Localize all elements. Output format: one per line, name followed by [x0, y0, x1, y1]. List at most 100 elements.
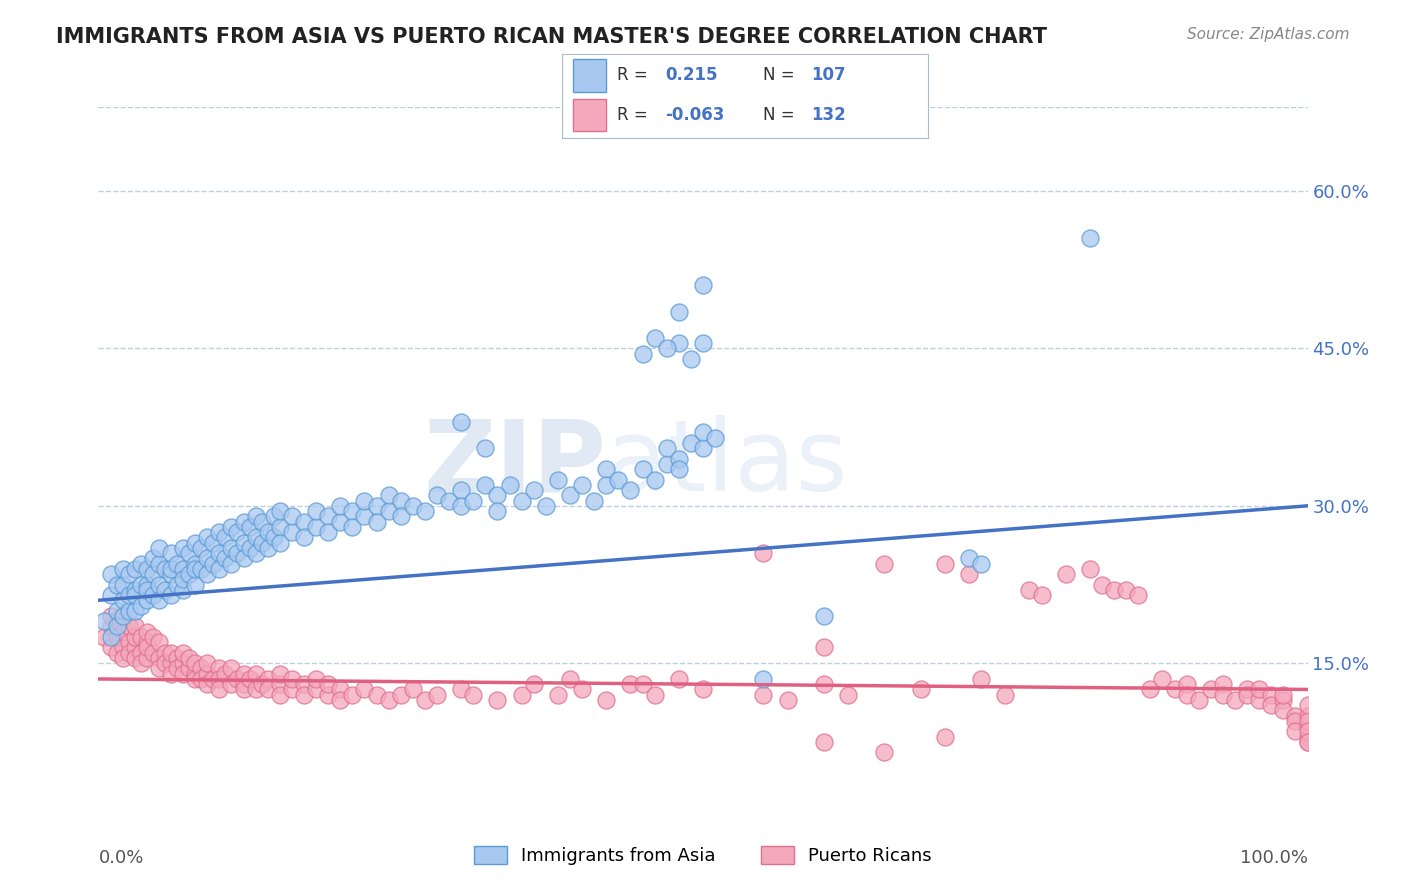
Point	[100, 630, 122, 644]
Point	[195, 666, 218, 681]
Point	[208, 562, 231, 576]
Point	[281, 672, 304, 686]
Point	[752, 672, 775, 686]
Point	[1296, 730, 1319, 744]
Point	[1296, 735, 1319, 749]
Point	[153, 646, 176, 660]
Point	[1031, 588, 1053, 602]
Point	[160, 546, 183, 560]
Point	[1223, 693, 1246, 707]
Point	[202, 672, 225, 686]
Point	[124, 640, 146, 655]
Point	[1296, 719, 1319, 733]
Point	[245, 546, 267, 560]
Point	[160, 567, 183, 582]
Text: N =: N =	[763, 106, 794, 124]
Point	[1152, 672, 1174, 686]
Point	[245, 530, 267, 544]
Point	[523, 677, 546, 691]
Point	[571, 682, 593, 697]
Point	[292, 688, 315, 702]
Point	[263, 509, 285, 524]
Point	[105, 619, 128, 633]
Text: Source: ZipAtlas.com: Source: ZipAtlas.com	[1187, 27, 1350, 42]
Point	[135, 651, 157, 665]
Point	[305, 520, 328, 534]
Point	[153, 562, 176, 576]
Point	[214, 666, 236, 681]
Point	[226, 672, 249, 686]
Point	[129, 599, 152, 613]
Point	[160, 588, 183, 602]
Point	[269, 504, 291, 518]
Point	[910, 682, 932, 697]
Point	[353, 493, 375, 508]
Point	[184, 562, 207, 576]
Point	[172, 657, 194, 671]
Point	[135, 624, 157, 639]
Point	[111, 593, 134, 607]
Point	[426, 688, 449, 702]
Point	[813, 640, 835, 655]
Point	[305, 504, 328, 518]
Point	[256, 541, 278, 555]
Point	[402, 682, 425, 697]
Point	[498, 478, 520, 492]
Point	[105, 614, 128, 628]
Point	[316, 524, 339, 539]
Point	[111, 651, 134, 665]
Point	[190, 541, 212, 555]
Point	[450, 483, 472, 497]
Point	[463, 493, 485, 508]
Point	[129, 646, 152, 660]
Point	[148, 651, 170, 665]
Point	[571, 478, 593, 492]
Point	[329, 682, 352, 697]
Point	[160, 562, 183, 576]
Point	[184, 657, 207, 671]
Point	[111, 562, 134, 576]
Point	[184, 535, 207, 549]
Point	[124, 604, 146, 618]
Point	[239, 672, 262, 686]
Point	[558, 672, 581, 686]
Point	[232, 551, 254, 566]
Point	[316, 688, 339, 702]
Point	[100, 588, 122, 602]
Point	[269, 688, 291, 702]
Point	[486, 693, 509, 707]
Text: N =: N =	[763, 66, 794, 84]
Text: 100.0%: 100.0%	[1240, 849, 1308, 867]
Text: 132: 132	[811, 106, 846, 124]
Point	[135, 562, 157, 576]
Point	[389, 688, 412, 702]
Point	[1260, 688, 1282, 702]
Point	[1139, 682, 1161, 697]
Point	[135, 640, 157, 655]
Point	[153, 582, 176, 597]
Point	[172, 541, 194, 555]
Point	[269, 666, 291, 681]
Bar	[574, 60, 606, 92]
Point	[142, 588, 165, 602]
Point	[256, 672, 278, 686]
Point	[1272, 703, 1295, 717]
Point	[124, 630, 146, 644]
Point	[342, 688, 364, 702]
Point	[644, 688, 666, 702]
Bar	[574, 99, 606, 131]
Point	[1091, 577, 1114, 591]
Point	[166, 577, 188, 591]
Point	[202, 557, 225, 571]
Point	[994, 688, 1017, 702]
Text: atlas: atlas	[606, 416, 848, 512]
Point	[256, 682, 278, 697]
Point	[100, 640, 122, 655]
Point	[195, 530, 218, 544]
Point	[172, 562, 194, 576]
Point	[269, 535, 291, 549]
Point	[752, 688, 775, 702]
Point	[679, 435, 702, 450]
Point	[1102, 582, 1125, 597]
Point	[105, 646, 128, 660]
